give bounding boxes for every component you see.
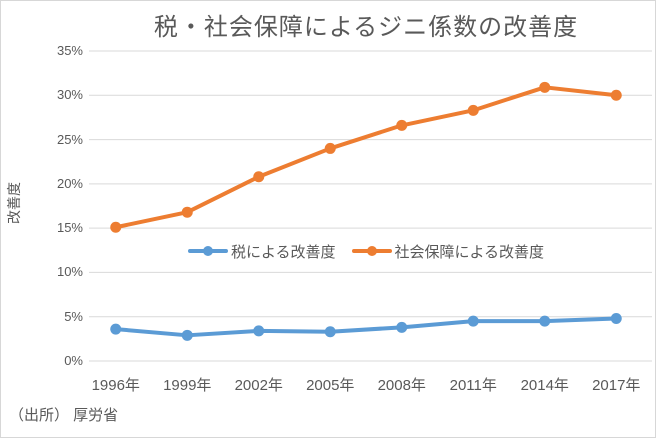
chart-title: 税・社会保障によるジニ係数の改善度 xyxy=(153,14,579,41)
data-point xyxy=(110,323,122,335)
data-point xyxy=(253,171,265,183)
x-tick-label: 2014年 xyxy=(520,377,569,394)
series-line xyxy=(113,316,619,338)
legend-line-marker-icon xyxy=(351,246,392,256)
legend-line-marker-icon xyxy=(187,246,228,256)
y-tick-label: 30% xyxy=(56,87,83,103)
x-tick-label: 2002年 xyxy=(234,377,283,394)
data-point xyxy=(181,206,193,218)
y-tick-label: 15% xyxy=(56,220,83,236)
data-point xyxy=(324,142,336,154)
x-tick-label: 1999年 xyxy=(163,377,212,394)
x-tick-label: 2017年 xyxy=(592,377,641,394)
data-point xyxy=(396,321,408,333)
x-tick-label: 1996年 xyxy=(91,377,140,394)
data-point xyxy=(110,221,122,233)
x-tick-label: 2008年 xyxy=(377,377,426,394)
source-note: （出所） 厚労省 xyxy=(9,407,119,424)
data-point xyxy=(253,325,265,337)
y-tick-label: 35% xyxy=(56,43,83,58)
legend-dot-icon xyxy=(366,246,377,256)
legend-item: 社会保障による改善度 xyxy=(351,241,545,262)
legend-item: 税による改善度 xyxy=(187,241,336,262)
legend-dot-icon xyxy=(202,246,213,256)
data-point xyxy=(324,326,336,338)
data-point xyxy=(467,104,479,116)
y-tick-label: 5% xyxy=(64,308,83,324)
data-point xyxy=(467,315,479,327)
y-tick-label: 10% xyxy=(56,264,83,280)
data-point xyxy=(539,315,551,327)
y-tick-label: 0% xyxy=(64,353,83,368)
data-point xyxy=(181,329,193,341)
y-tick-label: 25% xyxy=(56,131,83,147)
legend-label: 税による改善度 xyxy=(230,243,336,261)
x-tick-label: 2011年 xyxy=(449,377,497,394)
data-point xyxy=(539,81,551,93)
y-tick-label: 20% xyxy=(56,175,83,191)
data-point xyxy=(610,89,622,101)
legend-label: 社会保障による改善度 xyxy=(394,243,545,261)
legend: 税による改善度 社会保障による改善度 xyxy=(80,241,652,261)
data-point xyxy=(610,312,622,324)
series-line xyxy=(113,85,619,230)
data-point xyxy=(396,119,408,131)
x-tick-label: 2005年 xyxy=(306,377,355,394)
